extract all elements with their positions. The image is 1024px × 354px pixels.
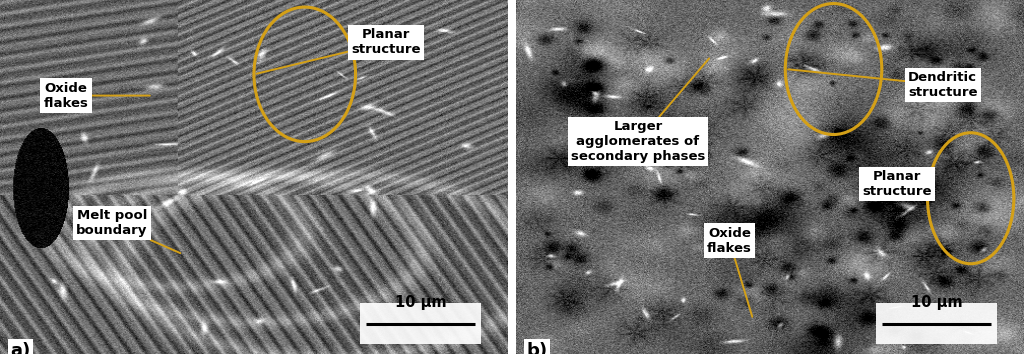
Text: 10 μm: 10 μm bbox=[910, 295, 963, 310]
FancyBboxPatch shape bbox=[359, 303, 481, 344]
Text: 10 μm: 10 μm bbox=[394, 295, 446, 310]
FancyBboxPatch shape bbox=[876, 303, 997, 344]
Text: Planar
structure: Planar structure bbox=[351, 28, 421, 57]
Text: Oxide
flakes: Oxide flakes bbox=[44, 81, 150, 110]
Text: Oxide
flakes: Oxide flakes bbox=[707, 227, 753, 317]
Text: Planar
structure: Planar structure bbox=[862, 170, 932, 198]
Text: b): b) bbox=[526, 342, 548, 354]
Text: Melt pool
boundary: Melt pool boundary bbox=[76, 209, 180, 253]
Text: Dendritic
structure: Dendritic structure bbox=[908, 71, 978, 99]
Text: Larger
agglomerates of
secondary phases: Larger agglomerates of secondary phases bbox=[570, 58, 709, 163]
Text: a): a) bbox=[10, 342, 31, 354]
